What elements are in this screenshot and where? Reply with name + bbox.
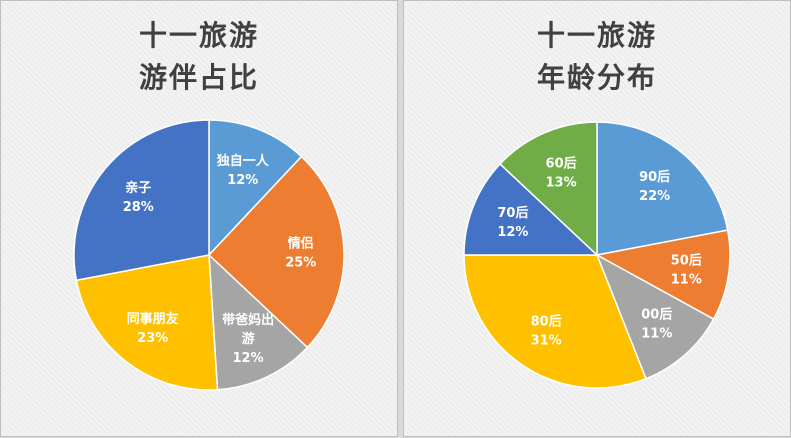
slice-category-label: 情侣 [288, 236, 314, 252]
slice-percent-label: 31% [531, 333, 562, 348]
slice-percent-label: 28% [123, 200, 154, 215]
pie-slice [594, 229, 731, 321]
pie-slice [596, 121, 729, 256]
slice-data-label: 50后 11% [671, 253, 702, 288]
slice-percent-label: 12% [233, 351, 264, 366]
pie-slice [207, 155, 345, 349]
pie-slice [208, 119, 303, 257]
slice-percent-label: 22% [639, 189, 670, 204]
pie-chart-age: 90后 22%50后 11%00后 11%80后 31%70后 12%60后 13% [463, 121, 731, 389]
pie-slice [595, 253, 715, 380]
slice-category-label: 游 [242, 331, 255, 347]
slice-category-label: 80后 [531, 313, 562, 329]
slice-category-label: 50后 [671, 253, 702, 269]
slice-category-label: 00后 [641, 306, 672, 322]
pie-slice [463, 254, 647, 389]
pie-slice [208, 253, 309, 391]
chart-title-line-2: 游伴占比 [138, 61, 259, 94]
slice-percent-label: 12% [227, 173, 258, 188]
slice-category-label: 独自一人 [217, 153, 270, 169]
slice-data-label: 90后 22% [639, 169, 670, 204]
slice-percent-label: 23% [137, 331, 168, 346]
slice-data-label: 亲子 28% [123, 180, 154, 215]
chart-title: 十一旅游 游伴占比 [1, 15, 397, 99]
slice-data-label: 80后 31% [531, 313, 562, 348]
chart-panel-companions: 十一旅游 游伴占比 独自一人 12% 情侣 25% 带爸妈出游 12% 同事朋友 23% 亲子 2… [0, 0, 398, 437]
chart-panel-age: 十一旅游 年龄分布 90后 22% 50后 11% 00后 11% 80后 31% 70后 12%… [403, 0, 791, 437]
slice-data-label: 情侣 25% [285, 236, 316, 271]
slice-category-label: 亲子 [125, 180, 151, 196]
slice-data-label: 独自一人 12% [217, 153, 270, 188]
pie-chart-companions: 独自一人 12% 情侣 25% 带爸妈出游 12% 同事朋友 23% 亲子 28% [73, 119, 345, 391]
slice-percent-label: 11% [671, 273, 702, 288]
slice-category-label: 70后 [497, 205, 528, 221]
chart-title-line-2: 年龄分布 [536, 61, 657, 94]
slice-percent-label: 11% [641, 326, 672, 341]
chart-title: 十一旅游 年龄分布 [404, 15, 790, 99]
slice-category-label: 60后 [546, 155, 577, 171]
slice-percent-label: 13% [546, 175, 577, 190]
slice-data-label: 同事朋友 23% [127, 311, 179, 346]
slice-data-label: 00后 11% [641, 306, 672, 341]
pie-slice [73, 119, 210, 282]
slice-data-label: 带爸妈出游 12% [222, 312, 274, 366]
chart-title-line-1: 十一旅游 [536, 19, 657, 52]
slice-data-label: 60后 13% [546, 155, 577, 190]
chart-title-line-1: 十一旅游 [138, 19, 259, 52]
slice-percent-label: 25% [285, 256, 316, 271]
slice-data-label: 70后 12% [497, 205, 528, 240]
pie-slice [463, 162, 599, 256]
slice-category-label: 带爸妈出 [222, 312, 274, 328]
slice-percent-label: 12% [497, 225, 528, 240]
slice-category-label: 90后 [639, 169, 670, 185]
pie-slice [75, 254, 219, 391]
pie-slice [498, 121, 598, 257]
slice-category-label: 同事朋友 [127, 311, 179, 327]
